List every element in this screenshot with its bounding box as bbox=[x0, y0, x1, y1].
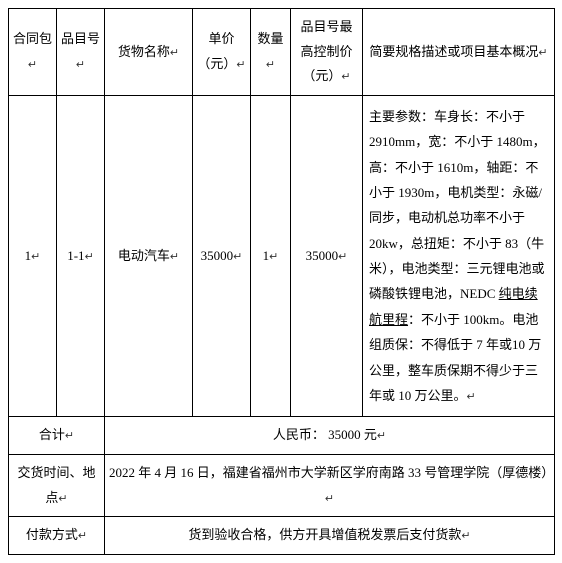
header-max-price: 品目号最高控制价（元）↵ bbox=[291, 9, 363, 96]
cell-unit-price: 35000↵ bbox=[193, 96, 251, 417]
delivery-label: 交货时间、地点↵ bbox=[9, 454, 105, 516]
header-row: 合同包↵ 品目号↵ 货物名称↵ 单价（元）↵ 数量↵ 品目号最高控制价（元）↵ … bbox=[9, 9, 555, 96]
header-goods-name: 货物名称↵ bbox=[105, 9, 193, 96]
delivery-row: 交货时间、地点↵ 2022 年 4 月 16 日，福建省福州市大学新区学府南路 … bbox=[9, 454, 555, 516]
payment-label: 付款方式↵ bbox=[9, 517, 105, 555]
cell-goods-name: 电动汽车↵ bbox=[105, 96, 193, 417]
total-label: 合计↵ bbox=[9, 417, 105, 455]
cell-spec: 主要参数：车身长：不小于2910mm，宽：不小于 1480m，高：不小于 161… bbox=[363, 96, 555, 417]
delivery-value: 2022 年 4 月 16 日，福建省福州市大学新区学府南路 33 号管理学院（… bbox=[105, 454, 555, 516]
header-item-no: 品目号↵ bbox=[57, 9, 105, 96]
payment-row: 付款方式↵ 货到验收合格，供方开具增值税发票后支付货款↵ bbox=[9, 517, 555, 555]
payment-value: 货到验收合格，供方开具增值税发票后支付货款↵ bbox=[105, 517, 555, 555]
cell-item-no: 1-1↵ bbox=[57, 96, 105, 417]
cell-contract-pkg: 1↵ bbox=[9, 96, 57, 417]
header-quantity: 数量↵ bbox=[251, 9, 291, 96]
total-value: 人民币： 35000 元↵ bbox=[105, 417, 555, 455]
data-row: 1↵ 1-1↵ 电动汽车↵ 35000↵ 1↵ 35000↵ 主要参数：车身长：… bbox=[9, 96, 555, 417]
total-row: 合计↵ 人民币： 35000 元↵ bbox=[9, 417, 555, 455]
cell-max-price: 35000↵ bbox=[291, 96, 363, 417]
header-contract-pkg: 合同包↵ bbox=[9, 9, 57, 96]
header-unit-price: 单价（元）↵ bbox=[193, 9, 251, 96]
procurement-table: 合同包↵ 品目号↵ 货物名称↵ 单价（元）↵ 数量↵ 品目号最高控制价（元）↵ … bbox=[8, 8, 555, 555]
cell-quantity: 1↵ bbox=[251, 96, 291, 417]
header-spec: 简要规格描述或项目基本概况↵ bbox=[363, 9, 555, 96]
